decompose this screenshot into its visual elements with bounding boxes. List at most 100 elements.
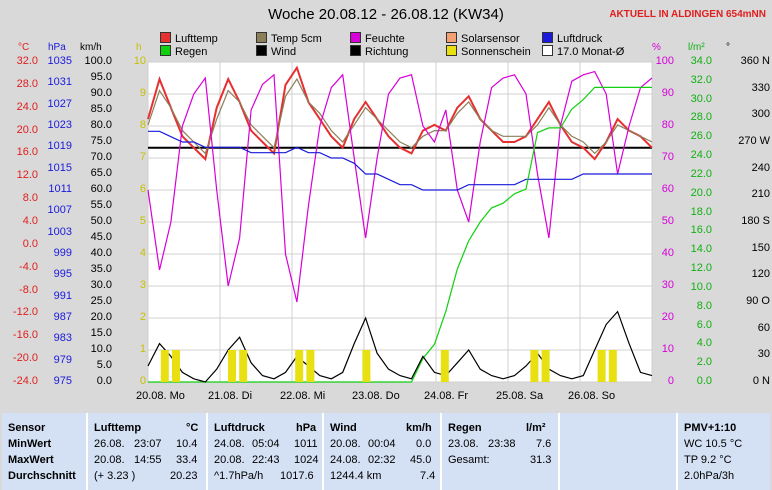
temp-tick: -20.0 (12, 352, 38, 365)
x-tick-label: 25.08. Sa (496, 390, 544, 402)
legend-item: Sonnenschein (446, 45, 531, 58)
lufttemp-avg-value: 20.23 (170, 470, 198, 482)
legend-label: Luftdruck (557, 33, 603, 45)
statistics-table: Sensor MinWert MaxWert Durchschnitt Luft… (0, 406, 772, 490)
luftdruck-max-value: 1024 (294, 454, 319, 466)
pressure-tick: 975 (53, 375, 72, 387)
wind-distance: 1244.4 km (330, 470, 382, 482)
col-pmv (678, 413, 770, 490)
pressure-tick: 1019 (47, 140, 72, 153)
temp-tick: -16.0 (12, 329, 38, 342)
rain-tick: 28.0 (690, 111, 712, 124)
pressure-unit: hPa (48, 42, 66, 53)
legend-swatch (256, 45, 267, 56)
temp-tick: -24.0 (12, 375, 38, 387)
regen-header: Regen (448, 422, 482, 434)
rain-tick: 30.0 (690, 92, 712, 105)
series-luftdruck (148, 130, 652, 191)
chart-title: Woche 20.08.12 - 26.08.12 (KW34) (268, 6, 504, 23)
legend-item: Lufttemp (160, 32, 218, 45)
sunshine-bar (295, 350, 304, 382)
legend-item: Wind (256, 45, 296, 58)
sunshine-bar (228, 350, 236, 382)
luftdruck-min-date: 24.08. (214, 438, 245, 450)
wind-max-date: 24.08. (330, 454, 361, 466)
pressure-tick: 987 (53, 311, 72, 323)
wind-min-date: 20.08. (330, 438, 361, 450)
sunshine-bar (160, 350, 169, 382)
sunshine-bar (239, 350, 248, 382)
humidity-unit: % (652, 42, 661, 53)
legend-item: Richtung (350, 45, 408, 58)
legend-label: Richtung (365, 46, 409, 58)
direction-tick: 360 N (740, 55, 770, 67)
sun-tick: 3 (139, 279, 146, 291)
luftdruck-min-value: 1011 (294, 438, 318, 450)
pressure-tick: 1015 (47, 161, 72, 174)
x-tick-label: 20.08. Mo (136, 390, 185, 402)
wind-max-time: 02:32 (368, 454, 396, 466)
rain-tick: 0.0 (696, 375, 712, 387)
regen-max-time: 23:38 (488, 438, 516, 450)
legend-swatch (256, 32, 267, 43)
temp-tick: 16.0 (16, 146, 38, 159)
sun-tick: 4 (139, 247, 146, 259)
temp-tick: 4.0 (22, 215, 38, 227)
humidity-tick: 100 (655, 55, 674, 67)
humidity-tick: 80 (661, 119, 674, 131)
temp-tick: -8.0 (19, 283, 38, 296)
pmv-pressure-trend: 2.0hPa/3h (684, 470, 735, 482)
pressure-tick: 1035 (47, 55, 72, 67)
pmv-header: PMV+1:10 (684, 422, 737, 434)
row-avg-label: Durchschnitt (8, 470, 76, 482)
humidity-tick: 20 (661, 311, 674, 323)
pressure-tick: 1027 (47, 97, 72, 110)
luftdruck-max-date: 20.08. (214, 454, 245, 466)
rain-tick: 16.0 (690, 224, 712, 237)
wind-tick: 0.0 (96, 375, 112, 387)
legend-item: 17.0 Monat-Ø (542, 45, 624, 58)
wind-tick: 10.0 (90, 343, 112, 355)
legend-label: Wind (271, 46, 297, 58)
lufttemp-max-time: 14:55 (134, 454, 162, 466)
humidity-tick: 60 (661, 183, 674, 195)
rain-tick: 4.0 (696, 337, 712, 350)
legend-swatch (350, 32, 361, 43)
chart-plot (147, 61, 653, 383)
rain-tick: 2.0 (696, 356, 712, 369)
wind-tick: 40.0 (90, 247, 112, 259)
luftdruck-trend: ^1.7hPa/h (214, 470, 264, 482)
col-lufttemp (88, 413, 208, 490)
x-tick-label: 21.08. Di (208, 390, 253, 402)
sun-tick: 8 (139, 119, 146, 131)
legend-item: Regen (160, 45, 207, 58)
col-blank (560, 413, 678, 490)
col-wind (324, 413, 442, 490)
legend-label: Feuchte (365, 33, 405, 45)
direction-tick: 180 S (741, 215, 770, 227)
wind-tick: 20.0 (90, 311, 112, 323)
rain-unit: l/m² (688, 42, 705, 53)
wind-max-value: 45.0 (410, 454, 432, 466)
lufttemp-header: Lufttemp (94, 422, 142, 434)
wind-tick: 30.0 (90, 279, 112, 291)
sun-tick: 6 (139, 183, 146, 195)
wind-avg-value: 7.4 (420, 470, 436, 482)
pressure-tick: 1023 (47, 119, 72, 131)
sunshine-bar (608, 350, 617, 382)
pressure-tick: 983 (53, 332, 72, 345)
legend-swatch (542, 45, 553, 56)
luftdruck-max-time: 22:43 (252, 454, 280, 466)
temp-tick: 8.0 (22, 192, 38, 205)
lufttemp-max-date: 20.08. (94, 454, 125, 466)
wind-unit-label: km/h (406, 422, 432, 434)
sunshine-bar (362, 350, 371, 382)
regen-total-value: 31.3 (530, 454, 552, 466)
direction-tick: 270 W (738, 135, 770, 147)
temp-tick: -4.0 (19, 260, 38, 273)
series-temp-5cm (147, 77, 653, 155)
temp-unit: °C (18, 42, 30, 53)
wind-min-time: 00:04 (368, 438, 396, 450)
rain-tick: 18.0 (690, 205, 712, 218)
lufttemp-trend: (+ 3.23 ) (94, 470, 136, 482)
